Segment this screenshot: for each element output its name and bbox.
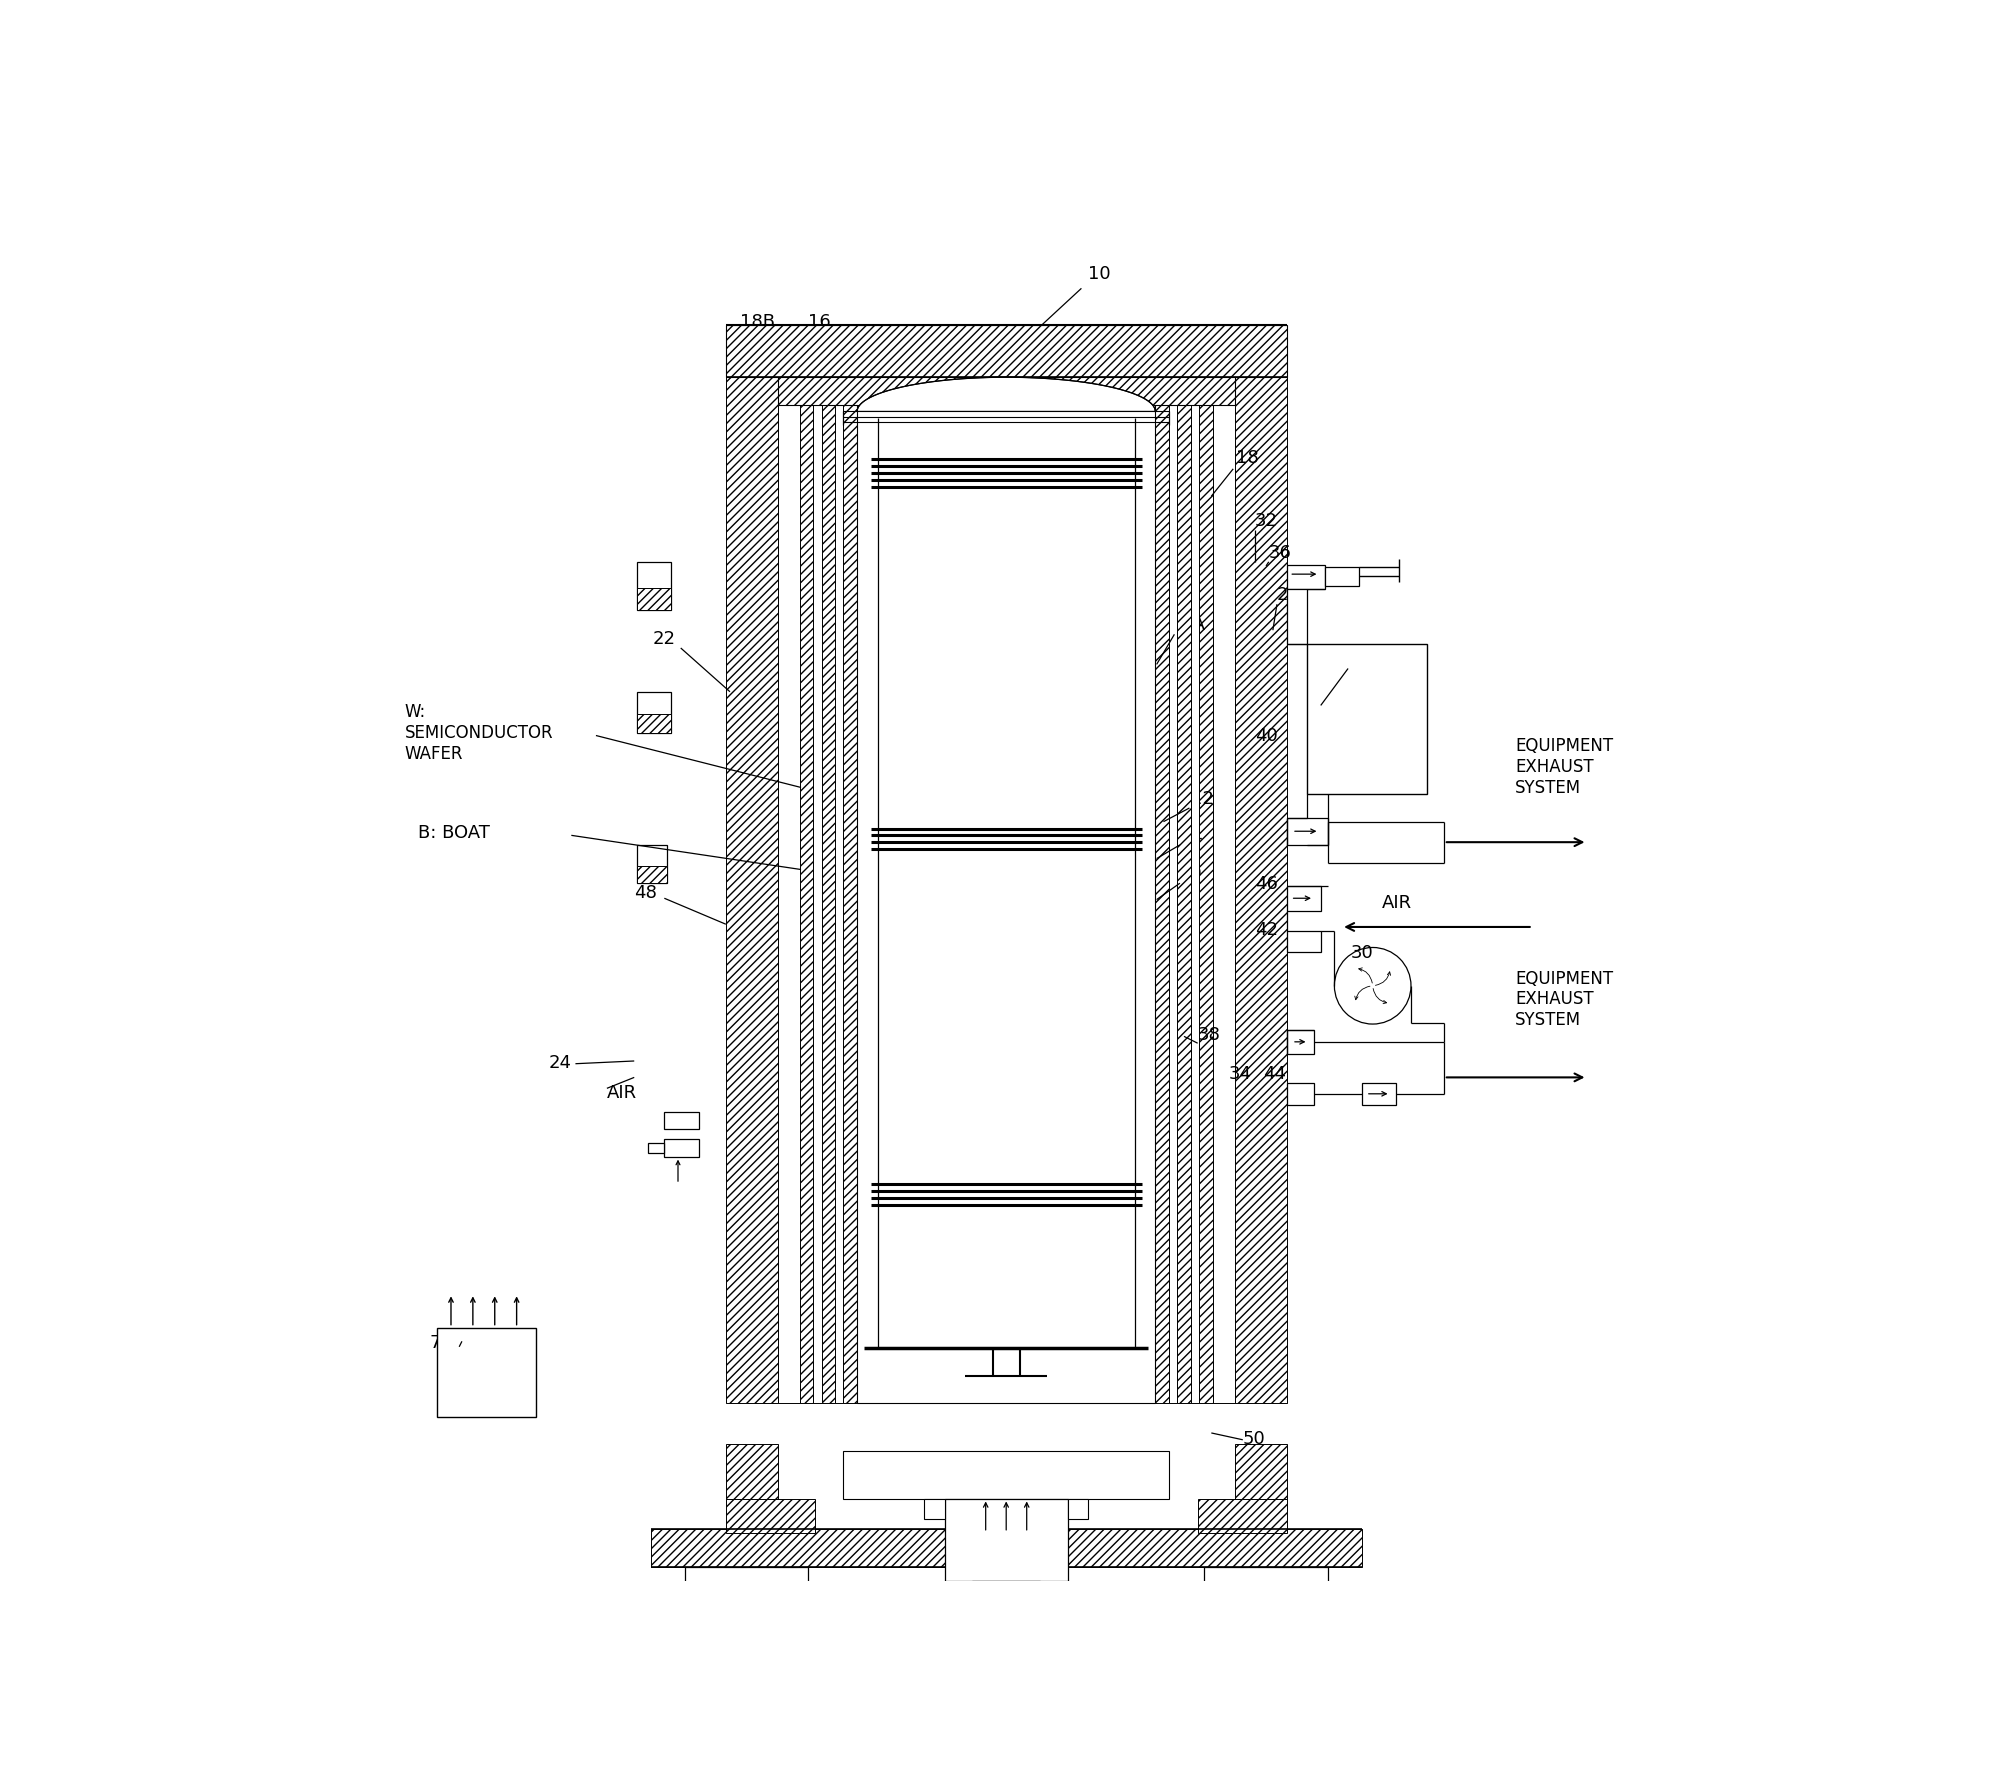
Text: 16: 16 bbox=[808, 313, 829, 330]
Bar bbox=[800, 377, 814, 1403]
Text: EQUIPMENT
EXHAUST
SYSTEM: EQUIPMENT EXHAUST SYSTEM bbox=[1514, 970, 1613, 1030]
Text: AIR: AIR bbox=[1382, 893, 1412, 911]
Bar bbox=[971, 1581, 1040, 1636]
Text: 46: 46 bbox=[1255, 874, 1277, 893]
Bar bbox=[843, 1451, 1168, 1499]
Bar bbox=[1287, 886, 1321, 911]
Bar bbox=[1177, 377, 1189, 1403]
Bar bbox=[778, 377, 800, 1403]
Text: W:
SEMICONDUCTOR
WAFER: W: SEMICONDUCTOR WAFER bbox=[404, 703, 553, 762]
Bar bbox=[1189, 377, 1199, 1403]
Text: B: BOAT: B: BOAT bbox=[418, 824, 489, 842]
Bar bbox=[438, 1328, 535, 1417]
Bar bbox=[1287, 817, 1327, 845]
Text: EQUIPMENT
EXHAUST
SYSTEM: EQUIPMENT EXHAUST SYSTEM bbox=[1514, 737, 1613, 797]
Bar bbox=[636, 845, 666, 883]
Bar bbox=[726, 325, 1287, 377]
Bar bbox=[636, 714, 670, 733]
Bar bbox=[1156, 377, 1168, 1403]
Bar bbox=[1211, 377, 1233, 1403]
Bar bbox=[1168, 377, 1177, 1403]
Text: 36: 36 bbox=[1269, 543, 1291, 561]
Bar bbox=[923, 1499, 945, 1518]
Bar bbox=[1197, 1499, 1287, 1533]
Text: 24: 24 bbox=[549, 1053, 571, 1073]
Bar bbox=[945, 1499, 1068, 1581]
Bar bbox=[636, 867, 666, 883]
Bar bbox=[1360, 1083, 1394, 1105]
Bar bbox=[1233, 377, 1287, 1403]
Text: 50: 50 bbox=[1243, 1430, 1265, 1447]
Polygon shape bbox=[857, 377, 1156, 412]
Text: 38: 38 bbox=[1197, 1027, 1219, 1044]
Text: 34: 34 bbox=[1229, 1066, 1251, 1083]
Text: 12: 12 bbox=[1189, 790, 1213, 808]
Bar bbox=[684, 1566, 808, 1621]
Bar bbox=[821, 377, 835, 1403]
Bar bbox=[1287, 590, 1307, 645]
Text: 20: 20 bbox=[1179, 865, 1201, 883]
Bar bbox=[1199, 377, 1211, 1403]
Text: 48: 48 bbox=[634, 884, 656, 902]
Bar bbox=[843, 377, 857, 1403]
Bar bbox=[664, 1112, 698, 1130]
Bar bbox=[1287, 1083, 1313, 1105]
Text: 28: 28 bbox=[1347, 650, 1370, 668]
Bar bbox=[636, 693, 670, 733]
Bar bbox=[664, 1138, 698, 1156]
Bar bbox=[648, 1144, 664, 1153]
Bar bbox=[1203, 1566, 1327, 1621]
Text: 42: 42 bbox=[1255, 922, 1277, 940]
Bar bbox=[857, 377, 1156, 1403]
Bar bbox=[1287, 565, 1325, 590]
Text: 40: 40 bbox=[1255, 726, 1277, 744]
Text: 18: 18 bbox=[1235, 449, 1259, 467]
Text: 22: 22 bbox=[652, 630, 674, 648]
Bar bbox=[1233, 1444, 1287, 1499]
Bar bbox=[1068, 1499, 1088, 1518]
Text: 70: 70 bbox=[430, 1334, 452, 1352]
Text: 30: 30 bbox=[1351, 945, 1372, 963]
Text: 44: 44 bbox=[1263, 1066, 1285, 1083]
Bar bbox=[650, 1529, 1360, 1566]
Bar bbox=[1203, 1595, 1327, 1621]
Bar bbox=[814, 377, 821, 1403]
Bar bbox=[726, 377, 778, 1403]
Bar bbox=[778, 377, 1233, 405]
Text: 18A: 18A bbox=[1170, 616, 1205, 634]
Bar bbox=[636, 588, 670, 609]
Bar bbox=[636, 561, 670, 609]
Bar bbox=[726, 1444, 778, 1499]
Text: 32: 32 bbox=[1255, 511, 1277, 531]
Text: 10: 10 bbox=[1088, 265, 1110, 282]
Bar bbox=[726, 1499, 814, 1533]
Text: 26: 26 bbox=[1277, 586, 1299, 604]
Text: 18B: 18B bbox=[740, 313, 774, 330]
Bar bbox=[684, 1595, 808, 1621]
Bar bbox=[835, 377, 843, 1403]
Bar bbox=[1307, 645, 1426, 794]
Bar bbox=[1325, 567, 1358, 586]
Bar bbox=[1287, 931, 1321, 952]
Bar bbox=[1287, 1030, 1313, 1055]
Text: 14: 14 bbox=[1179, 828, 1201, 845]
Text: AIR: AIR bbox=[607, 1083, 636, 1101]
